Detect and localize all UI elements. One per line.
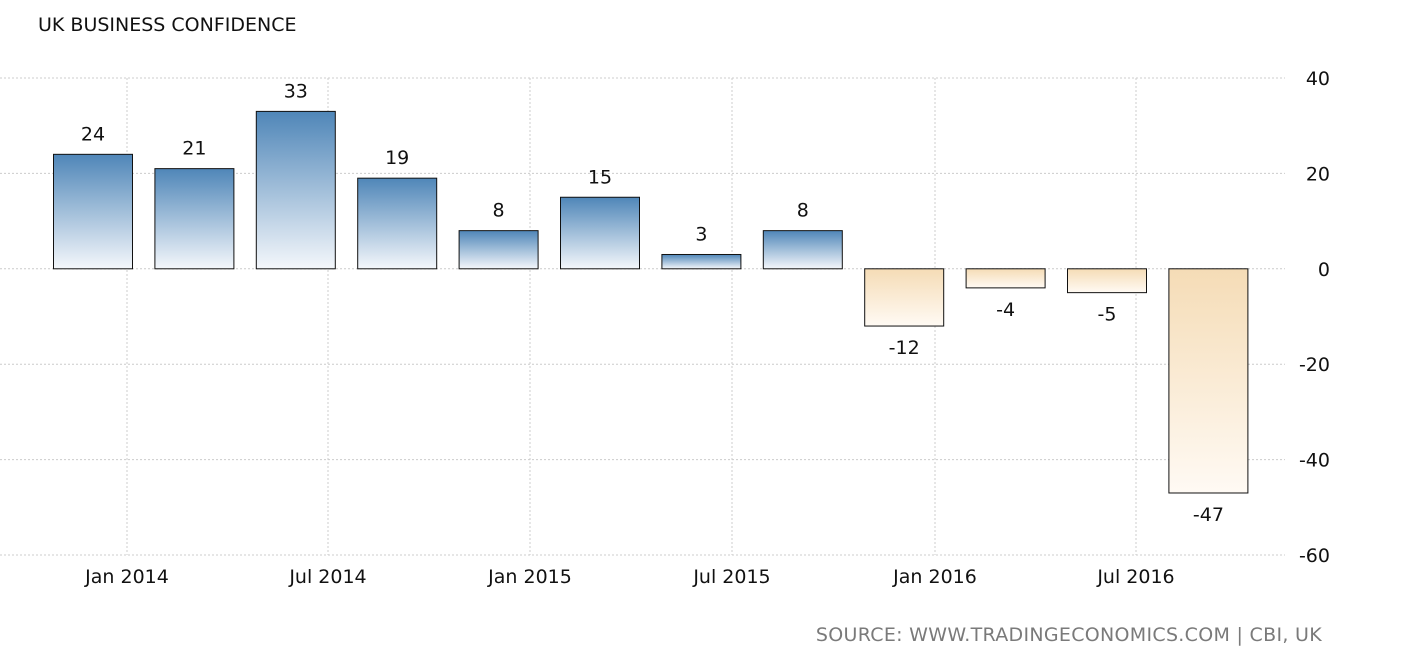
bar-apr-2014 bbox=[255, 110, 336, 270]
bar-oct-2015 bbox=[864, 268, 945, 327]
y-tick-label: 20 bbox=[1306, 163, 1330, 185]
bar-value-label: 8 bbox=[797, 200, 809, 222]
bar-oct-2014 bbox=[458, 230, 539, 270]
x-tick-label: Jul 2015 bbox=[692, 566, 770, 588]
x-tick-label: Jul 2016 bbox=[1096, 566, 1174, 588]
bar-jul-2015 bbox=[762, 230, 843, 270]
bar-jul-2014 bbox=[357, 177, 438, 270]
bar-value-label: 3 bbox=[695, 223, 707, 245]
x-axis: Jan 2014 Jul 2014 Jan 2015 Jul 2015 Jan 2016… bbox=[84, 566, 1175, 588]
source-note: SOURCE: WWW.TRADINGECONOMICS.COM | CBI, … bbox=[815, 624, 1322, 646]
y-tick-label: 0 bbox=[1318, 259, 1330, 281]
bars bbox=[53, 110, 1249, 494]
bar-value-label: 15 bbox=[588, 166, 612, 188]
bar-oct-2013 bbox=[53, 153, 133, 270]
y-axis: 40 20 0 -20 -40 -60 bbox=[1299, 68, 1330, 567]
bar-apr-2015 bbox=[661, 253, 742, 270]
bar-jan-2015 bbox=[560, 196, 640, 270]
bar-value-label: 24 bbox=[81, 123, 105, 145]
y-tick-label: 40 bbox=[1306, 68, 1330, 90]
bar-value-label: 8 bbox=[493, 200, 505, 222]
bar-apr-2016 bbox=[1067, 268, 1147, 294]
bar-value-label: -47 bbox=[1193, 504, 1224, 526]
x-tick-label: Jan 2015 bbox=[487, 566, 572, 588]
bar-value-label: 33 bbox=[284, 80, 308, 102]
bar-jan-2016 bbox=[965, 268, 1046, 289]
y-tick-label: -40 bbox=[1299, 450, 1330, 472]
x-tick-label: Jan 2014 bbox=[84, 566, 169, 588]
bar-value-label: -5 bbox=[1098, 304, 1117, 326]
bar-jul-2016 bbox=[1168, 268, 1249, 494]
y-tick-label: -20 bbox=[1299, 354, 1330, 376]
data-labels: 24 21 33 19 8 15 3 8 -12 -4 -5 -47 bbox=[81, 80, 1224, 526]
chart-title: UK BUSINESS CONFIDENCE bbox=[38, 14, 297, 36]
grid-lines bbox=[0, 77, 1285, 556]
x-tick-label: Jul 2014 bbox=[288, 566, 366, 588]
bar-value-label: -4 bbox=[996, 299, 1015, 321]
bar-jan-2014 bbox=[154, 168, 235, 270]
bar-value-label: 21 bbox=[182, 138, 206, 160]
bar-value-label: -12 bbox=[889, 337, 920, 359]
x-tick-label: Jan 2016 bbox=[892, 566, 977, 588]
bar-value-label: 19 bbox=[385, 147, 409, 169]
y-tick-label: -60 bbox=[1299, 545, 1330, 567]
